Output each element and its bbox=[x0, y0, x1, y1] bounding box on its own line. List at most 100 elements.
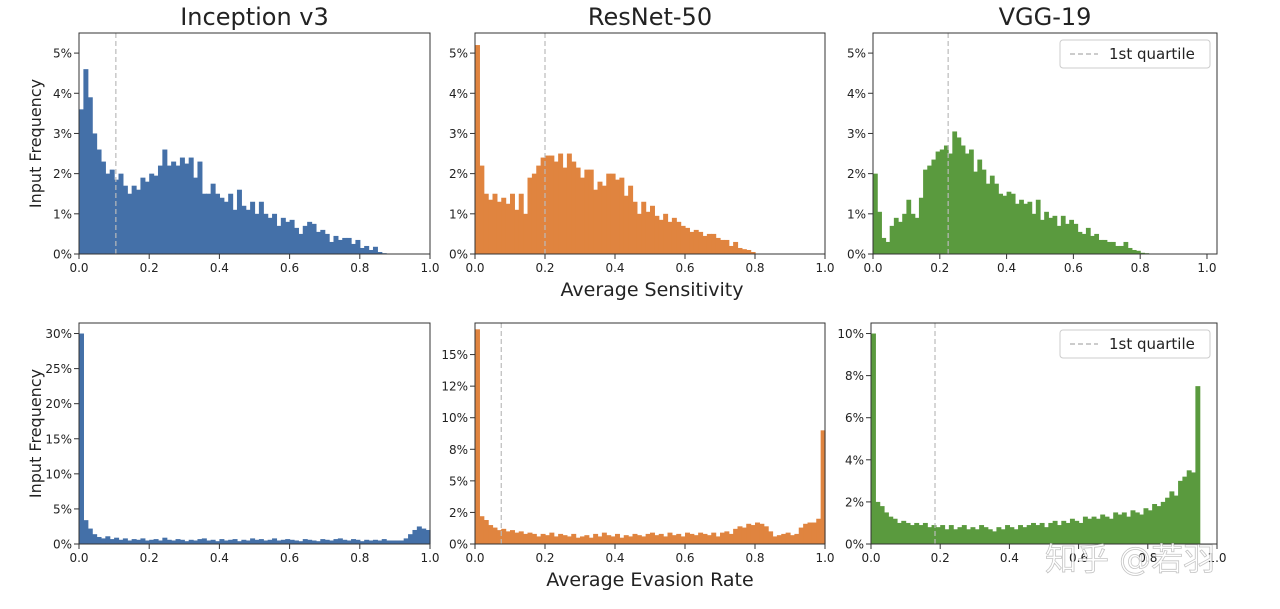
bar bbox=[505, 531, 511, 544]
bar bbox=[807, 522, 813, 544]
x-tick-label: 0.6 bbox=[280, 261, 299, 275]
bar bbox=[131, 539, 137, 544]
x-tick-label: 0.6 bbox=[675, 551, 694, 565]
bar bbox=[1000, 529, 1006, 544]
bar bbox=[1131, 249, 1137, 254]
bars bbox=[79, 333, 431, 544]
bar bbox=[540, 157, 546, 254]
bar bbox=[580, 177, 585, 254]
bar bbox=[1074, 520, 1080, 544]
bar bbox=[1108, 518, 1114, 544]
bar bbox=[250, 538, 256, 544]
x-tick-label: 1.0 bbox=[815, 551, 834, 565]
bar bbox=[875, 501, 881, 544]
bar bbox=[1073, 223, 1079, 254]
bar bbox=[100, 161, 106, 254]
bar bbox=[377, 540, 383, 544]
bar bbox=[910, 213, 916, 254]
bar bbox=[939, 149, 945, 254]
bar bbox=[496, 530, 502, 544]
bar bbox=[741, 527, 747, 544]
x-tick-label: 1.0 bbox=[1207, 551, 1226, 565]
bar bbox=[228, 193, 234, 254]
bar bbox=[342, 237, 348, 254]
bar bbox=[1013, 529, 1019, 544]
bar bbox=[263, 540, 269, 544]
bar bbox=[311, 540, 317, 544]
y-tick-label: 2% bbox=[845, 495, 864, 509]
bar bbox=[197, 539, 203, 544]
bar bbox=[580, 536, 585, 544]
bar bbox=[315, 541, 321, 544]
bar bbox=[403, 538, 409, 544]
bar bbox=[223, 540, 229, 544]
bar bbox=[885, 241, 891, 254]
bar bbox=[615, 179, 620, 254]
bar bbox=[816, 518, 822, 544]
bar bbox=[671, 535, 677, 544]
chart-vgg-sens: VGG-19 0.0 0.2 0.4 0.6 0.8 1.0 0% 1% 2% 3% 4% 5% 1st … bbox=[847, 3, 1218, 275]
bar bbox=[483, 193, 489, 254]
bar bbox=[680, 536, 686, 544]
top-x-axis-label: Average Sensitivity bbox=[561, 279, 744, 301]
bar bbox=[114, 537, 120, 544]
bar bbox=[1005, 525, 1010, 544]
bar bbox=[733, 241, 739, 254]
bar bbox=[790, 535, 795, 544]
bar bbox=[663, 213, 669, 254]
bar bbox=[974, 529, 980, 544]
bar bbox=[523, 213, 529, 254]
bar bbox=[514, 209, 520, 254]
bar bbox=[258, 201, 264, 254]
bar bbox=[359, 247, 365, 254]
bar bbox=[1127, 247, 1133, 254]
bar bbox=[381, 539, 387, 544]
bar bbox=[144, 540, 150, 544]
y-axis-label: Input Frequency bbox=[26, 79, 45, 208]
bar bbox=[1117, 514, 1123, 544]
bar bbox=[957, 527, 963, 544]
bar bbox=[162, 149, 168, 254]
bar bbox=[654, 215, 660, 254]
bar bbox=[1048, 522, 1054, 544]
bar bbox=[140, 538, 146, 544]
bar bbox=[881, 237, 887, 254]
bar bbox=[1140, 252, 1145, 254]
bar bbox=[364, 539, 370, 544]
bar bbox=[254, 539, 260, 544]
y-tick-label: 0% bbox=[845, 538, 864, 552]
y-tick-label: 0% bbox=[53, 538, 72, 552]
bar bbox=[1081, 233, 1087, 254]
bar bbox=[1090, 235, 1095, 254]
bar bbox=[1039, 522, 1045, 544]
bar bbox=[1173, 495, 1179, 544]
y-tick-label: 6% bbox=[845, 411, 864, 425]
bar bbox=[488, 525, 494, 544]
bar bbox=[523, 533, 529, 544]
bars bbox=[79, 69, 387, 254]
bar bbox=[1102, 239, 1108, 254]
bar bbox=[179, 539, 185, 544]
bar bbox=[711, 532, 717, 544]
bar bbox=[1143, 508, 1149, 544]
bar bbox=[671, 217, 677, 254]
bar bbox=[918, 197, 924, 254]
bar bbox=[1098, 239, 1104, 254]
bar bbox=[1095, 518, 1101, 544]
bar bbox=[720, 532, 725, 544]
bar bbox=[289, 219, 295, 254]
y-tick-label: 1% bbox=[53, 207, 72, 221]
bar bbox=[193, 540, 199, 544]
bar bbox=[1022, 527, 1028, 544]
bar bbox=[346, 237, 352, 254]
bar bbox=[475, 45, 480, 254]
bar bbox=[140, 177, 146, 254]
bar bbox=[628, 185, 634, 254]
bar bbox=[254, 213, 260, 254]
bar bbox=[994, 183, 999, 254]
bar bbox=[562, 167, 568, 254]
bar bbox=[981, 169, 987, 254]
y-tick-label: 2% bbox=[449, 167, 468, 181]
bar bbox=[1085, 227, 1091, 254]
